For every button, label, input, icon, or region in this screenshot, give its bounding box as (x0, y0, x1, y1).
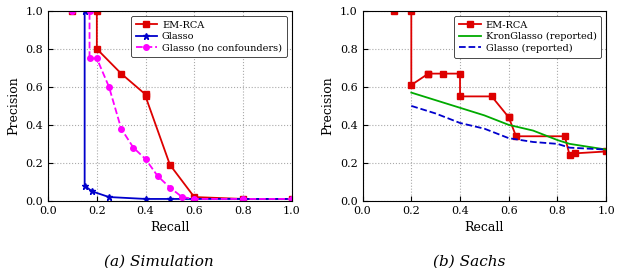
EM-RCA (93, 47, 101, 51)
Y-axis label: Precision: Precision (7, 77, 20, 135)
Glasso (81, 9, 88, 13)
Glasso (reported) (554, 142, 561, 146)
EM-RCA (69, 9, 77, 13)
Glasso (reported) (529, 140, 537, 144)
EM-RCA (407, 83, 415, 87)
Glasso (reported) (566, 146, 573, 149)
Text: (b) Sachs: (b) Sachs (434, 254, 506, 268)
KronGlasso (reported) (603, 148, 610, 151)
Glasso (reported) (432, 112, 439, 115)
EM-RCA (407, 9, 415, 13)
Glasso (288, 197, 295, 200)
Glasso (reported) (481, 127, 488, 130)
EM-RCA (566, 154, 573, 157)
Glasso (no confounders) (190, 197, 198, 200)
EM-RCA (439, 72, 447, 75)
EM-RCA (166, 163, 174, 166)
EM-RCA (513, 135, 520, 138)
EM-RCA (93, 9, 101, 13)
EM-RCA (190, 195, 198, 199)
Glasso (no confounders) (118, 127, 125, 130)
KronGlasso (reported) (529, 129, 537, 132)
EM-RCA (505, 116, 513, 119)
EM-RCA (425, 72, 432, 75)
Y-axis label: Precision: Precision (322, 77, 335, 135)
Line: EM-RCA: EM-RCA (70, 8, 294, 202)
Glasso (no confounders) (179, 195, 186, 199)
EM-RCA (457, 95, 464, 98)
Line: KronGlasso (reported): KronGlasso (reported) (411, 93, 606, 150)
X-axis label: Recall: Recall (151, 221, 190, 234)
Glasso (no confounders) (288, 197, 295, 200)
Glasso (no confounders) (154, 174, 162, 178)
EM-RCA (391, 9, 398, 13)
Line: EM-RCA: EM-RCA (391, 8, 609, 158)
Glasso (190, 197, 198, 200)
Line: Glasso (reported): Glasso (reported) (411, 106, 606, 150)
EM-RCA (425, 72, 432, 75)
Glasso (reported) (603, 148, 610, 151)
Glasso (no confounders) (142, 158, 149, 161)
EM-RCA (142, 95, 149, 98)
Glasso (239, 197, 247, 200)
Legend: EM-RCA, KronGlasso (reported), Glasso (reported): EM-RCA, KronGlasso (reported), Glasso (r… (455, 16, 601, 58)
Legend: EM-RCA, Glasso, Glasso (no confounders): EM-RCA, Glasso, Glasso (no confounders) (131, 16, 287, 57)
Glasso (no confounders) (239, 197, 247, 200)
Glasso (no confounders) (86, 57, 93, 60)
EM-RCA (288, 197, 295, 200)
Glasso (81, 184, 88, 187)
Glasso (166, 197, 174, 200)
KronGlasso (reported) (432, 99, 439, 102)
KronGlasso (reported) (481, 114, 488, 117)
Glasso (no confounders) (129, 146, 137, 149)
Glasso (88, 190, 96, 193)
Glasso (reported) (407, 104, 415, 107)
Line: Glasso (no confounders): Glasso (no confounders) (70, 8, 294, 202)
KronGlasso (reported) (407, 91, 415, 94)
KronGlasso (reported) (566, 142, 573, 146)
Glasso (105, 195, 113, 199)
EM-RCA (457, 72, 464, 75)
Glasso (no confounders) (69, 9, 77, 13)
Glasso (no confounders) (93, 57, 101, 60)
Text: (a) Simulation: (a) Simulation (104, 254, 213, 268)
EM-RCA (488, 95, 495, 98)
EM-RCA (505, 116, 513, 119)
EM-RCA (239, 197, 247, 200)
EM-RCA (118, 72, 125, 75)
EM-RCA (603, 150, 610, 153)
Glasso (142, 197, 149, 200)
Glasso (no confounders) (86, 9, 93, 13)
KronGlasso (reported) (505, 123, 513, 126)
KronGlasso (reported) (554, 139, 561, 142)
EM-RCA (561, 135, 569, 138)
Glasso (no confounders) (105, 85, 113, 88)
Glasso (no confounders) (166, 186, 174, 189)
Glasso (reported) (457, 121, 464, 125)
X-axis label: Recall: Recall (465, 221, 504, 234)
KronGlasso (reported) (457, 106, 464, 109)
EM-RCA (142, 93, 149, 96)
Line: Glasso: Glasso (81, 8, 295, 202)
EM-RCA (571, 152, 578, 155)
Glasso (reported) (505, 137, 513, 140)
